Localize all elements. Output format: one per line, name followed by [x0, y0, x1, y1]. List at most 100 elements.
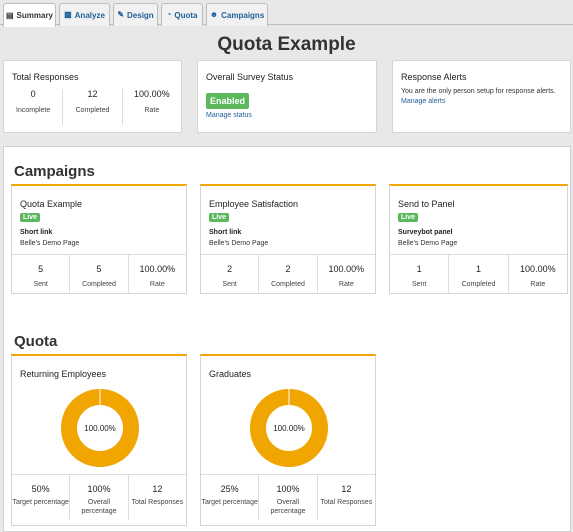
stat-value: 1 — [475, 264, 481, 274]
quota-title: Returning Employees — [20, 369, 107, 379]
campaign-stats: 2 Sent 2 Completed 100.00% Rate — [201, 254, 375, 294]
stat-label: Completed — [461, 281, 496, 288]
response-alerts-card: Response Alerts You are the only person … — [392, 60, 571, 133]
page-title: Quota Example — [217, 34, 356, 55]
campaign-card-employee-satisfaction[interactable]: Employee Satisfaction Live Short link Be… — [200, 184, 376, 294]
stat-value: 100% — [87, 484, 111, 494]
stat-label: Total Responses — [131, 499, 184, 506]
tab-quota[interactable]: ◔ Quota — [161, 3, 203, 26]
campaign-card-send-to-panel[interactable]: Send to Panel Live Surveybot panel Belle… — [389, 184, 568, 294]
stat-value: 1 — [416, 264, 422, 274]
manage-status-link[interactable]: Manage status — [206, 112, 252, 119]
response-alerts-text: You are the only person setup for respon… — [401, 88, 556, 95]
stat-target-percentage: 25% Target percentage — [201, 475, 258, 520]
bar-chart-icon: ▩ — [64, 10, 72, 19]
stat-value: 5 — [96, 264, 102, 274]
quota-card-returning-employees[interactable]: Returning Employees 100.00% 50% Target pe… — [11, 354, 187, 526]
stat-completed: 1 Completed — [448, 255, 507, 294]
manage-alerts-link[interactable]: Manage alerts — [401, 98, 446, 105]
tab-summary-label: Summary — [16, 11, 54, 20]
campaign-card-quota-example[interactable]: Quota Example Live Short link Belle's De… — [11, 184, 187, 294]
stat-value: 100.00% — [134, 89, 170, 99]
stat-label: Completed — [82, 281, 116, 288]
quota-heading: Quota — [14, 333, 58, 350]
stat-value: 25% — [220, 484, 239, 494]
tab-campaigns-label: Campaigns — [221, 10, 265, 20]
stat-value: 2 — [227, 264, 233, 274]
stat-completed: 12 Completed — [62, 89, 121, 125]
stat-label: Sent — [33, 281, 48, 288]
live-badge: Live — [209, 213, 230, 222]
tab-design-label: Design — [127, 10, 154, 20]
stat-label: Rate — [338, 281, 354, 288]
live-badge: Live — [398, 213, 419, 222]
campaign-title: Quota Example — [20, 199, 83, 209]
document-icon: ▤ — [5, 10, 14, 20]
quota-card-graduates[interactable]: Graduates 100.00% 25% Target percentage 1… — [200, 354, 376, 526]
tab-campaigns[interactable]: ☻ Campaigns — [206, 3, 268, 26]
pie-chart-icon: ◔ — [166, 10, 172, 19]
stat-value: 100.00% — [328, 264, 365, 274]
stat-label: Overall percentage — [81, 499, 117, 516]
stat-label: Incomplete — [16, 107, 51, 114]
stat-value: 50% — [31, 484, 50, 494]
total-responses-stats: 0 Incomplete 12 Completed 100.00% Rate — [4, 89, 181, 125]
stat-label: Completed — [271, 281, 305, 288]
stat-label: Rate — [149, 281, 165, 288]
stat-value: 100.00% — [139, 264, 176, 274]
stat-label: Rate — [144, 107, 160, 114]
stat-value: 2 — [285, 264, 291, 274]
tab-summary[interactable]: ▤ Summary — [3, 3, 56, 27]
campaign-link-type: Surveybot panel — [398, 229, 453, 236]
campaign-page: Belle's Demo Page — [209, 240, 269, 247]
stat-rate: 100.00% Rate — [316, 255, 375, 294]
stat-overall-percentage: 100% Overall percentage — [69, 475, 127, 520]
quota-donut-chart: 100.00% — [250, 389, 328, 467]
stat-label: Rate — [530, 281, 546, 288]
tab-analyze[interactable]: ▩ Analyze — [59, 3, 110, 26]
survey-status-title: Overall Survey Status — [206, 72, 294, 82]
stat-total-responses: 12 Total Responses — [127, 475, 186, 520]
campaign-title: Employee Satisfaction — [209, 199, 299, 209]
campaign-page: Belle's Demo Page — [20, 240, 80, 247]
stat-incomplete: 0 Incomplete — [4, 89, 62, 125]
campaign-stats: 5 Sent 5 Completed 100.00% Rate — [12, 254, 186, 294]
campaign-page: Belle's Demo Page — [398, 240, 458, 247]
live-badge: Live — [20, 213, 41, 222]
stat-overall-percentage: 100% Overall percentage — [258, 475, 316, 520]
stat-completed: 5 Completed — [69, 255, 127, 294]
users-icon: ☻ — [209, 10, 219, 19]
response-alerts-title: Response Alerts — [401, 72, 467, 82]
stat-value: 100% — [276, 484, 300, 494]
stat-sent: 1 Sent — [390, 255, 448, 294]
survey-status-card: Overall Survey Status Enabled Manage sta… — [197, 60, 377, 133]
stat-target-percentage: 50% Target percentage — [12, 475, 69, 520]
stat-label: Overall percentage — [270, 499, 306, 516]
quota-donut-chart: 100.00% — [61, 389, 139, 467]
campaigns-heading: Campaigns — [14, 163, 95, 180]
tab-analyze-label: Analyze — [74, 10, 105, 20]
stat-rate: 100.00% Rate — [127, 255, 186, 294]
tab-design[interactable]: ✎ Design — [113, 3, 158, 26]
total-responses-card: Total Responses 0 Incomplete 12 Complete… — [3, 60, 182, 133]
stat-value: 12 — [341, 484, 352, 494]
stat-label: Target percentage — [201, 499, 258, 506]
tab-bar: ▤ Summary ▩ Analyze ✎ Design ◔ Quota ☻ C… — [0, 0, 573, 27]
quota-title: Graduates — [209, 369, 252, 379]
pencil-icon: ✎ — [117, 10, 125, 19]
donut-center-label: 100.00% — [84, 424, 116, 433]
stat-value: 5 — [38, 264, 44, 274]
stat-rate: 100.00% Rate — [507, 255, 567, 294]
stat-value: 12 — [87, 89, 98, 99]
stat-label: Sent — [411, 281, 427, 288]
campaign-title: Send to Panel — [398, 199, 455, 209]
stat-completed: 2 Completed — [258, 255, 316, 294]
tab-quota-label: Quota — [174, 10, 198, 20]
stat-value: 100.00% — [520, 264, 556, 274]
stat-sent: 5 Sent — [12, 255, 69, 294]
donut-center-label: 100.00% — [273, 424, 305, 433]
campaign-link-type: Short link — [20, 229, 53, 236]
stat-value: 12 — [152, 484, 163, 494]
quota-stats: 50% Target percentage 100% Overall percent… — [12, 474, 186, 520]
stat-label: Total Responses — [320, 499, 373, 506]
